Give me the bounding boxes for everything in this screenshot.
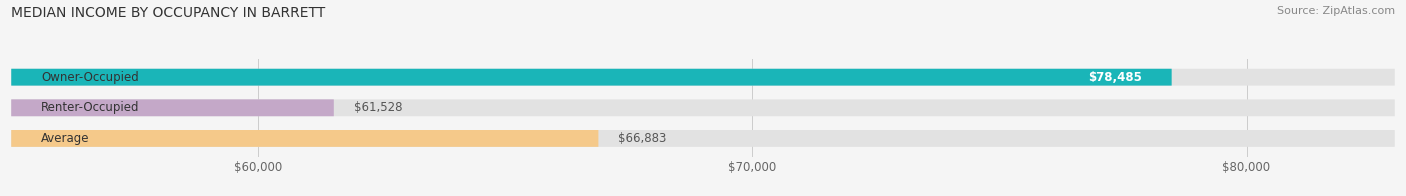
Text: $66,883: $66,883 (619, 132, 666, 145)
Text: Renter-Occupied: Renter-Occupied (41, 101, 139, 114)
FancyBboxPatch shape (11, 99, 1395, 116)
Text: MEDIAN INCOME BY OCCUPANCY IN BARRETT: MEDIAN INCOME BY OCCUPANCY IN BARRETT (11, 6, 326, 20)
Text: Average: Average (41, 132, 90, 145)
FancyBboxPatch shape (11, 130, 1395, 147)
FancyBboxPatch shape (11, 130, 599, 147)
Text: Source: ZipAtlas.com: Source: ZipAtlas.com (1277, 6, 1395, 16)
FancyBboxPatch shape (11, 69, 1395, 86)
FancyBboxPatch shape (11, 99, 333, 116)
Text: Owner-Occupied: Owner-Occupied (41, 71, 139, 84)
Text: $78,485: $78,485 (1088, 71, 1142, 84)
FancyBboxPatch shape (11, 69, 1171, 86)
Text: $61,528: $61,528 (353, 101, 402, 114)
